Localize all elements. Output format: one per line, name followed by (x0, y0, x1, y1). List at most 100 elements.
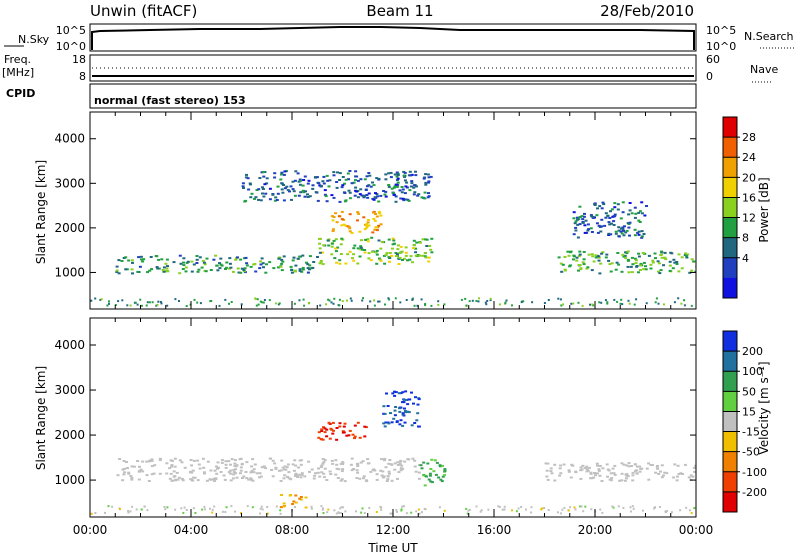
ground-cell (256, 298, 259, 301)
data-cell (659, 470, 662, 473)
data-cell (617, 229, 621, 232)
data-cell (638, 470, 642, 473)
data-cell (383, 193, 387, 196)
data-cell (237, 271, 241, 274)
data-cell (684, 252, 688, 255)
colorbar-swatch (723, 137, 737, 158)
data-cell (592, 476, 596, 479)
ground-cell (604, 299, 607, 302)
data-cell (170, 479, 174, 482)
data-cell (367, 192, 371, 195)
colorbar-tick-label: 200 (742, 345, 763, 358)
data-cell (195, 255, 199, 257)
data-cell (610, 477, 614, 480)
ground-cell (569, 506, 572, 509)
data-cell (257, 188, 261, 191)
data-cell (294, 494, 298, 497)
data-cell (212, 258, 216, 261)
data-cell (596, 464, 599, 467)
data-cell (180, 477, 184, 480)
ground-cell (690, 512, 693, 515)
data-cell (154, 255, 158, 257)
data-cell (395, 179, 399, 182)
data-cell (293, 179, 297, 182)
data-cell (318, 184, 322, 187)
data-cell (662, 474, 665, 477)
data-cell (174, 479, 178, 482)
data-cell (591, 255, 595, 258)
data-cell (595, 462, 599, 465)
data-cell (202, 471, 206, 474)
data-cell (432, 470, 436, 473)
data-cell (637, 255, 641, 258)
data-cell (335, 467, 339, 470)
data-cell (362, 216, 366, 219)
data-cell (346, 172, 350, 175)
data-cell (216, 269, 220, 272)
data-cell (412, 193, 416, 196)
colorbar-tick-label: -100 (742, 466, 767, 479)
ground-cell (562, 303, 565, 306)
data-cell (387, 422, 391, 425)
data-cell (212, 477, 216, 480)
ground-cell (230, 301, 233, 303)
data-cell (675, 263, 679, 265)
ground-cell (129, 304, 132, 307)
data-cell (610, 208, 614, 211)
data-cell (179, 262, 183, 265)
data-cell (354, 186, 358, 189)
data-cell (308, 470, 311, 473)
ground-cell (657, 302, 660, 305)
data-cell (663, 256, 667, 259)
data-cell (373, 469, 377, 472)
data-cell (633, 463, 637, 466)
data-cell (593, 204, 597, 206)
nsearch-label: N.Search (744, 30, 794, 43)
data-cell (299, 191, 303, 194)
ground-cell (94, 297, 97, 300)
data-cell (365, 175, 369, 178)
data-cell (382, 405, 386, 408)
data-cell (408, 170, 412, 173)
data-cell (327, 244, 331, 247)
ground-cell (663, 303, 665, 306)
data-cell (614, 232, 618, 235)
data-cell (203, 472, 206, 475)
data-cell (314, 191, 318, 194)
data-cell (391, 243, 395, 246)
data-cell (320, 428, 324, 431)
data-cell (371, 250, 374, 253)
data-cell (304, 190, 307, 193)
ground-cell (574, 508, 577, 511)
data-cell (344, 178, 348, 181)
data-cell (196, 479, 200, 482)
ground-cell (413, 304, 416, 307)
data-cell (694, 464, 696, 467)
x-tick-label: 20:00 (578, 523, 613, 537)
data-cell (627, 465, 631, 468)
data-cell (165, 258, 169, 261)
data-cell (600, 225, 603, 228)
data-cell (633, 228, 637, 231)
data-cell (392, 239, 396, 242)
data-cell (355, 190, 359, 193)
ground-cell (310, 507, 313, 510)
data-cell (330, 253, 334, 256)
ground-cell (121, 299, 124, 302)
data-region (116, 457, 421, 483)
data-cell (251, 458, 255, 461)
data-cell (271, 459, 275, 462)
data-cell (607, 221, 611, 224)
data-cell (571, 464, 575, 467)
data-cell (117, 259, 121, 262)
data-cell (317, 467, 320, 470)
nave-tick-low: 0 (706, 70, 713, 83)
data-cell (396, 464, 400, 466)
data-cell (401, 391, 405, 394)
ground-cell (254, 297, 257, 300)
data-cell (677, 473, 681, 475)
data-cell (621, 253, 625, 256)
data-cell (202, 261, 206, 264)
data-cell (647, 254, 651, 257)
y-tick-label: 3000 (54, 383, 85, 397)
